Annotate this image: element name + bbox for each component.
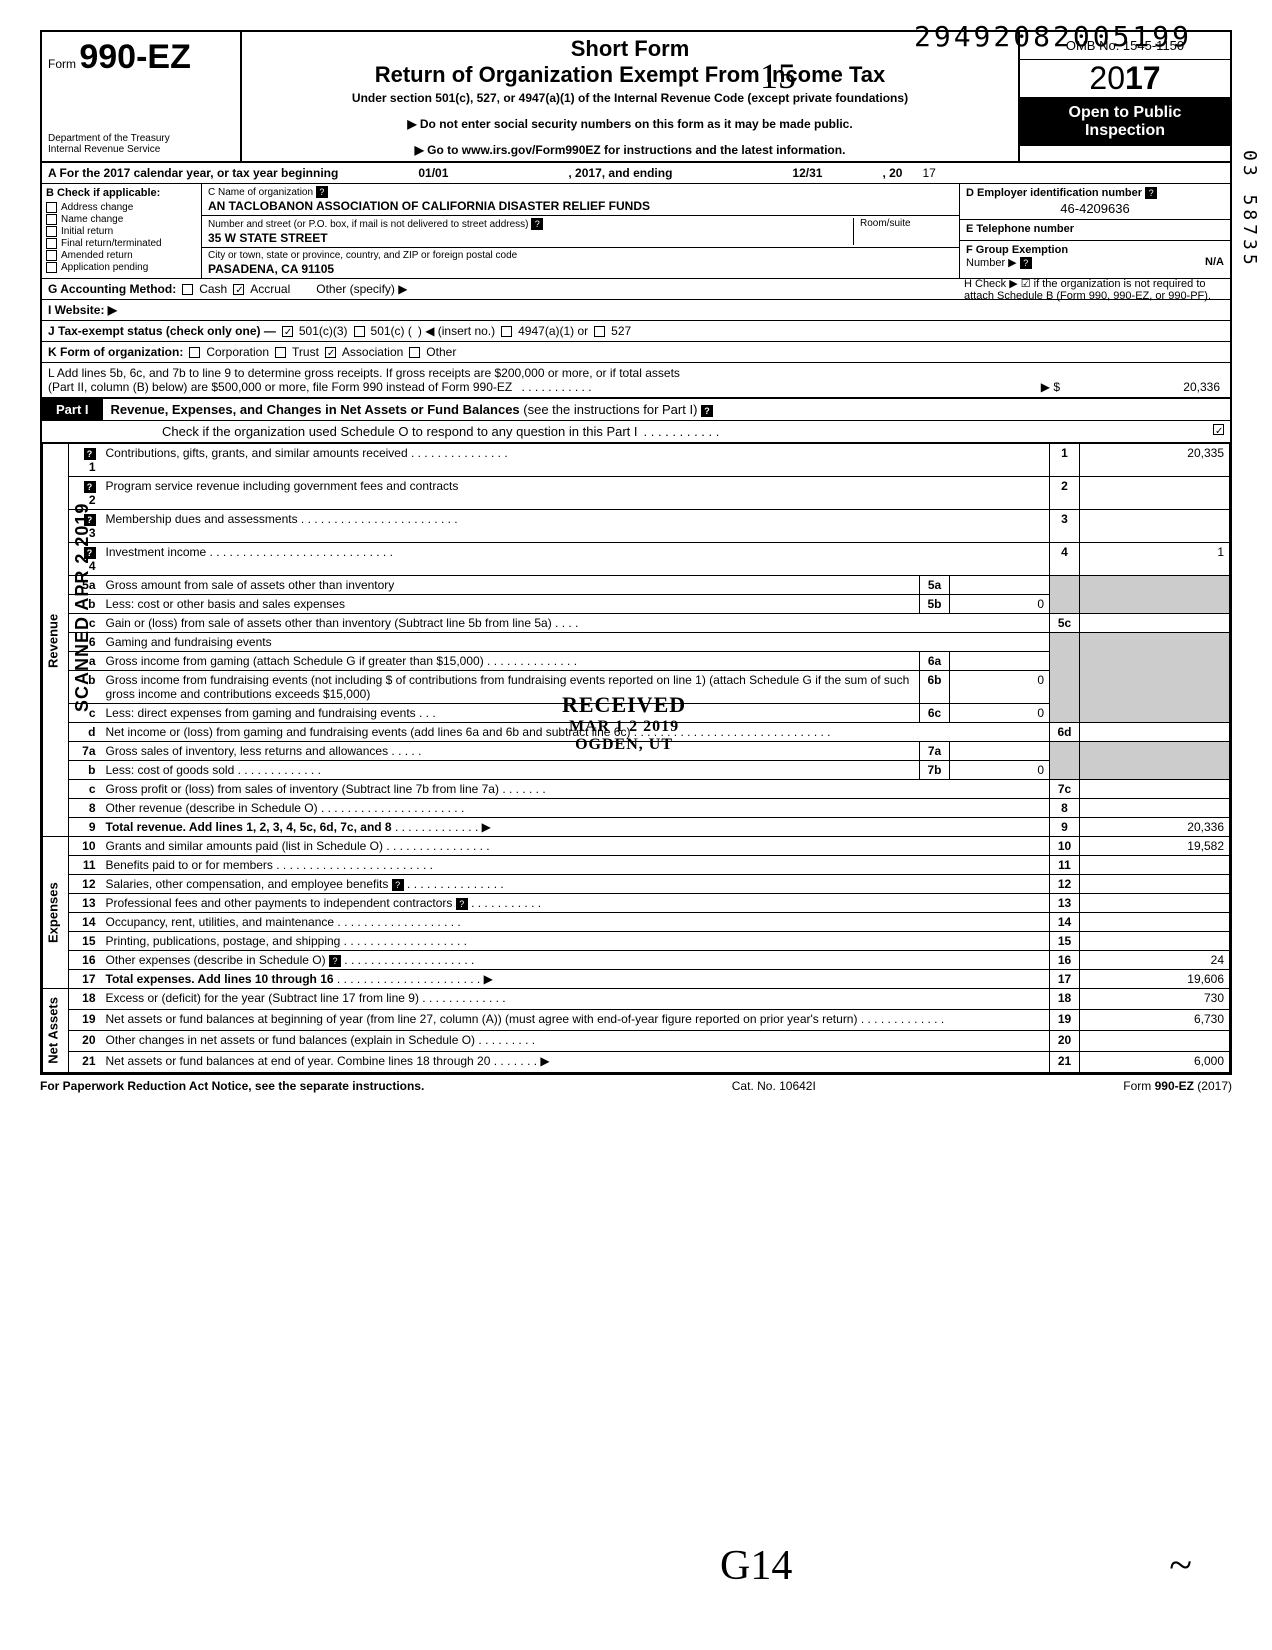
grp-label: F Group Exemption [966, 244, 1068, 256]
k-label: K Form of organization: [48, 345, 183, 359]
j-label: J Tax-exempt status (check only one) — [48, 324, 276, 338]
c-street-label: Number and street (or P.O. box, if mail … [208, 219, 529, 230]
omb-box: OMB No. 1545-1150 2017 Open to Public In… [1020, 32, 1230, 161]
row-a-yr: 17 [922, 166, 935, 180]
footer-mid: Cat. No. 10642I [732, 1079, 816, 1093]
street: 35 W STATE STREET [208, 231, 853, 245]
form-number-box: Form 990-EZ Department of the Treasury I… [42, 32, 242, 161]
short-form-title: Short Form [252, 36, 1008, 62]
ssn-note: ▶ Do not enter social security numbers o… [252, 117, 1008, 131]
org-name: AN TACLOBANON ASSOCIATION OF CALIFORNIA … [208, 199, 953, 213]
side-number: 03 58735 [1239, 150, 1260, 269]
cb-pending[interactable] [46, 262, 57, 273]
section-net-assets: Net Assets [43, 989, 69, 1073]
cb-accrual[interactable] [233, 284, 244, 295]
ein-label: D Employer identification number [966, 187, 1142, 199]
cb-schedule-o[interactable] [1213, 424, 1224, 435]
open-to-public: Open to Public Inspection [1020, 98, 1230, 146]
help-icon: ? [316, 186, 328, 198]
cb-name-change[interactable] [46, 214, 57, 225]
cb-corp[interactable] [189, 347, 200, 358]
section-revenue: Revenue [43, 444, 69, 837]
part1-table: Revenue ? 1Contributions, gifts, grants,… [42, 443, 1230, 1073]
row-k: K Form of organization: Corporation Trus… [42, 342, 1230, 363]
form-container: Form 990-EZ Department of the Treasury I… [40, 30, 1232, 1075]
l-line2: (Part II, column (B) below) are $500,000… [48, 380, 512, 394]
grp-label2: Number ▶ [966, 257, 1017, 269]
cb-amended[interactable] [46, 250, 57, 261]
c-name-label: C Name of organization [208, 187, 313, 198]
main-title: Return of Organization Exempt From Incom… [252, 62, 1008, 88]
part1-header: Part I Revenue, Expenses, and Changes in… [42, 399, 1230, 421]
c-city-label: City or town, state or province, country… [208, 250, 953, 261]
row-a: A For the 2017 calendar year, or tax yea… [42, 163, 1230, 184]
col-b: B Check if applicable: Address change Na… [42, 184, 202, 278]
cb-527[interactable] [594, 326, 605, 337]
dept-treasury: Department of the Treasury [48, 133, 234, 144]
l-amount: 20,336 [1183, 380, 1220, 394]
help-icon: ? [1020, 257, 1032, 269]
website-note: ▶ Go to www.irs.gov/Form990EZ for instru… [252, 143, 1008, 157]
cb-trust[interactable] [275, 347, 286, 358]
part1-check: Check if the organization used Schedule … [42, 421, 1230, 443]
help-icon: ? [1145, 187, 1157, 199]
year-begin: 01/01 [418, 166, 448, 180]
row-a-mid: , 2017, and ending [568, 166, 672, 180]
header: Form 990-EZ Department of the Treasury I… [42, 32, 1230, 163]
tax-year: 2017 [1020, 60, 1230, 98]
handwritten-g14: G14 [720, 1542, 792, 1590]
title-box: Short Form Return of Organization Exempt… [242, 32, 1020, 161]
cb-address-change[interactable] [46, 202, 57, 213]
i-label: I Website: ▶ [48, 303, 117, 317]
form-number: 990-EZ [79, 38, 191, 76]
dept-irs: Internal Revenue Service [48, 144, 234, 155]
section-expenses: Expenses [43, 837, 69, 989]
year-end: 12/31 [792, 166, 822, 180]
row-a-suffix: , 20 [882, 166, 902, 180]
footer: For Paperwork Reduction Act Notice, see … [40, 1075, 1232, 1097]
ein: 46-4209636 [966, 201, 1224, 216]
row-l: L Add lines 5b, 6c, and 7b to line 9 to … [42, 363, 1230, 399]
tel-label: E Telephone number [966, 223, 1074, 235]
city: PASADENA, CA 91105 [208, 262, 953, 276]
form-prefix: Form [48, 57, 76, 71]
cb-assoc[interactable] [325, 347, 336, 358]
l-arrow: ▶ $ [1041, 380, 1060, 394]
cb-cash[interactable] [182, 284, 193, 295]
handwritten-mark: ~ [1169, 1542, 1192, 1590]
block-bcdef: B Check if applicable: Address change Na… [42, 184, 1230, 279]
grp-exemption: N/A [1205, 256, 1224, 268]
omb-number: OMB No. 1545-1150 [1020, 32, 1230, 60]
cb-4947[interactable] [501, 326, 512, 337]
cb-501c3[interactable] [282, 326, 293, 337]
col-b-header: B Check if applicable: [46, 187, 197, 199]
row-g: G Accounting Method: Cash Accrual Other … [42, 279, 1230, 300]
g-label: G Accounting Method: [48, 282, 176, 296]
help-icon: ? [531, 218, 543, 230]
l-line1: L Add lines 5b, 6c, and 7b to line 9 to … [48, 366, 1224, 380]
row-a-label: A For the 2017 calendar year, or tax yea… [48, 166, 338, 180]
help-icon: ? [701, 405, 713, 417]
part1-tab: Part I [42, 399, 103, 420]
footer-left: For Paperwork Reduction Act Notice, see … [40, 1079, 424, 1093]
cb-final-return[interactable] [46, 238, 57, 249]
col-c: C Name of organization ? AN TACLOBANON A… [202, 184, 960, 278]
col-def: D Employer identification number ? 46-42… [960, 184, 1230, 278]
subtitle: Under section 501(c), 527, or 4947(a)(1)… [252, 91, 1008, 105]
row-j: J Tax-exempt status (check only one) — 5… [42, 321, 1230, 342]
row-h: H Check ▶ ☑ if the organization is not r… [964, 277, 1224, 302]
footer-right: Form 990-EZ (2017) [1123, 1079, 1232, 1093]
row-i: I Website: ▶ [42, 300, 1230, 321]
part1-title: Revenue, Expenses, and Changes in Net As… [103, 399, 1230, 420]
room-label: Room/suite [860, 218, 953, 229]
cb-initial-return[interactable] [46, 226, 57, 237]
cb-501c[interactable] [354, 326, 365, 337]
cb-other[interactable] [409, 347, 420, 358]
